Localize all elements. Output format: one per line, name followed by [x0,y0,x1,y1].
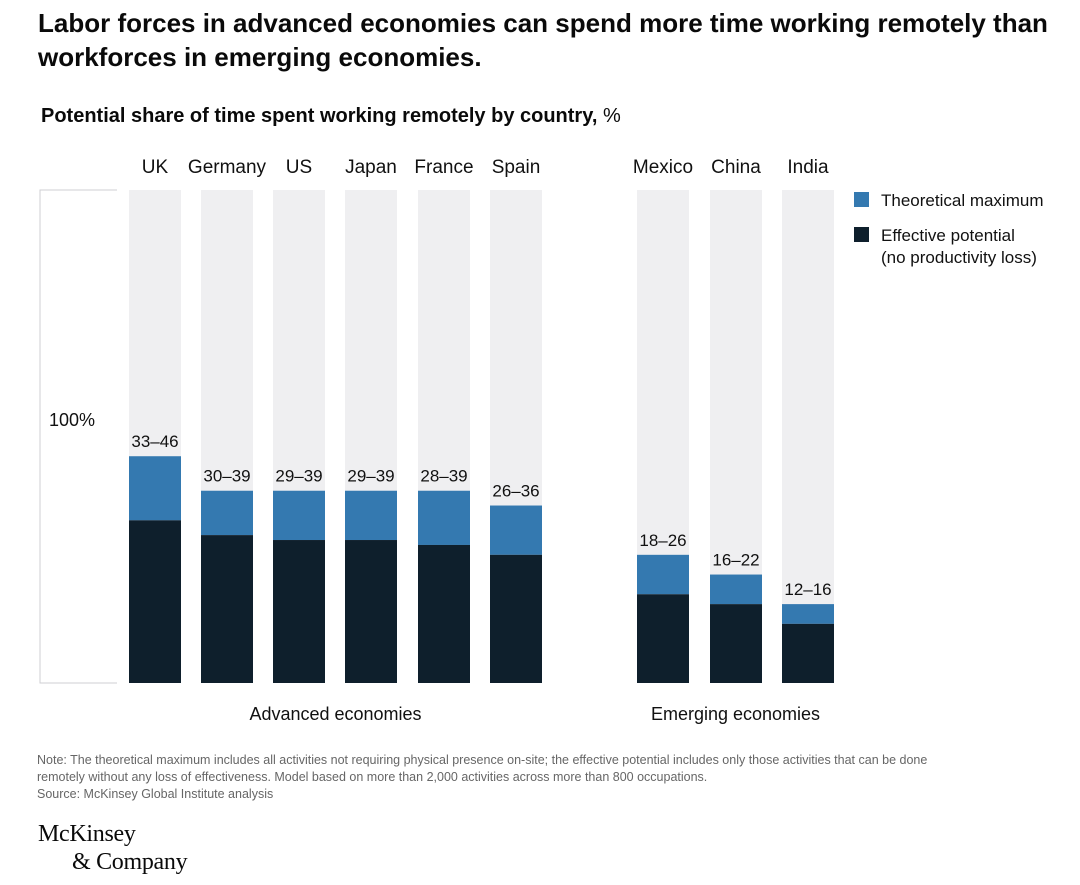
theoretical-segment [418,490,470,545]
logo-line-2: & Company [72,849,188,875]
theoretical-segment [273,490,325,541]
effective-segment [710,604,762,683]
theoretical-segment [345,490,397,541]
theoretical-segment [782,604,834,624]
effective-segment [201,535,253,683]
range-label: 29–39 [275,467,322,486]
category-label: Mexico [633,157,693,178]
source-line: Source: McKinsey Global Institute analys… [37,787,274,801]
effective-segment [273,540,325,683]
category-label: Germany [188,157,267,178]
note-line: Note: The theoretical maximum includes a… [37,753,928,767]
theoretical-segment [710,574,762,605]
range-label: 18–26 [639,531,686,550]
effective-segment [782,623,834,683]
chart-title: Labor forces in advanced economies can s… [38,8,1048,72]
background-bar [782,190,834,683]
theoretical-segment [637,554,689,595]
category-label: Spain [492,157,541,178]
category-label: India [787,157,829,178]
mckinsey-logo: McKinsey & Company [38,820,188,876]
chart-subtitle: Potential share of time spent working re… [41,103,621,129]
note-line: remotely without any loss of effectivene… [37,770,708,784]
effective-segment [345,540,397,683]
range-label: 12–16 [784,580,831,599]
stacked-bar-chart: 100% 33–46 UK 30–39 Germany 29–39 US 29–39 Japan… [39,157,1044,724]
subtitle-unit: % [602,105,621,127]
effective-segment [637,594,689,683]
subtitle-text: Potential share of time spent working re… [41,105,598,127]
legend-label: Effective potential [881,226,1015,245]
chart-note: Note: The theoretical maximum includes a… [37,752,1047,803]
range-label: 28–39 [420,467,467,486]
range-label: 26–36 [492,482,539,501]
theoretical-segment [129,456,181,521]
effective-segment [490,554,542,683]
group-label: Advanced economies [249,704,421,724]
reference-bracket [39,189,117,684]
range-label: 16–22 [712,551,759,570]
group-label: Emerging economies [651,704,820,724]
effective-segment [129,520,181,683]
range-label: 33–46 [131,432,178,451]
category-label: UK [142,157,169,178]
legend-label: Theoretical maximum [881,191,1044,210]
reference-label: 100% [49,410,95,430]
theoretical-segment [201,490,253,536]
category-label: US [286,157,312,178]
logo-line-1: McKinsey [38,821,136,847]
legend-swatch [854,192,869,207]
range-label: 29–39 [347,467,394,486]
range-label: 30–39 [203,467,250,486]
effective-segment [418,544,470,683]
category-label: Japan [345,157,397,178]
legend-swatch [854,227,869,242]
category-label: France [414,157,473,178]
legend-label: (no productivity loss) [881,248,1037,267]
category-label: China [711,157,761,178]
theoretical-segment [490,505,542,555]
